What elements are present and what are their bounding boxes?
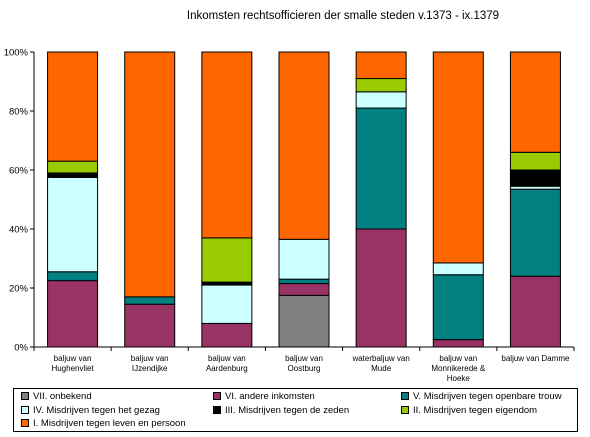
bar-segment	[201, 51, 253, 239]
bar-segment	[355, 78, 407, 93]
legend-swatch	[213, 405, 221, 414]
bar-segment	[278, 278, 330, 285]
legend-label: I. Misdrijven tegen leven en persoon	[33, 418, 186, 429]
x-tick-label: baljuw van	[208, 354, 246, 363]
y-tick-label: 0%	[14, 343, 28, 354]
y-tick-label: 20%	[9, 284, 29, 295]
bar-segment	[47, 160, 99, 174]
legend-swatch	[21, 419, 29, 427]
legend-swatch	[21, 405, 29, 414]
legend-swatch	[213, 392, 221, 400]
bar-segment	[201, 284, 253, 324]
legend-label: IV. Misdrijven tegen het gezag	[33, 404, 160, 416]
y-tick-label: 40%	[9, 225, 29, 236]
x-tick-label: Mude	[371, 364, 392, 373]
legend-label: VI. andere inkomsten	[225, 391, 315, 402]
x-tick-label: Monnikerede &	[431, 364, 485, 373]
x-tick-label: baljuw van	[285, 354, 323, 363]
bar-segment	[509, 151, 561, 171]
bar-segment	[509, 169, 561, 187]
x-tick-label: Oostburg	[288, 364, 321, 373]
bar-segment	[432, 274, 484, 341]
bar-segment	[432, 262, 484, 276]
legend-label: II. Misdrijven tegen eigendom	[413, 404, 538, 416]
x-tick-label: Aardenburg	[206, 364, 248, 373]
x-tick-label: baljuw van	[54, 354, 92, 363]
bar-segment	[278, 283, 330, 296]
bar-segment	[278, 238, 330, 280]
y-tick-label: 100%	[4, 48, 29, 59]
x-tick-label: waterbaljuw van	[351, 354, 409, 363]
bar-segment	[355, 91, 407, 109]
chart-title: Inkomsten rechtsofficieren der smalle st…	[186, 10, 500, 22]
bar-segment	[509, 188, 561, 277]
bar-segment	[355, 51, 407, 80]
legend-label: VII. onbekend	[33, 391, 92, 402]
legend-swatch	[401, 392, 409, 400]
y-tick-label: 80%	[9, 107, 29, 118]
bar-segment	[47, 176, 99, 273]
x-tick-label: IJzendijke	[132, 364, 168, 373]
chart-legend: VII. onbekend VI. andere inkomsten V. Misd…	[13, 388, 578, 432]
bar-segment	[509, 275, 561, 348]
bar-segment	[278, 294, 330, 348]
bar-segment	[47, 172, 99, 178]
legend-swatch	[21, 392, 29, 400]
bar-segment	[432, 339, 484, 348]
bar-segment	[201, 237, 253, 283]
bar-segment	[278, 51, 330, 240]
bar-segment	[47, 280, 99, 348]
bar-segment	[509, 51, 561, 153]
bar-segment	[124, 296, 176, 305]
x-tick-label: Hughenvliet	[51, 364, 94, 373]
x-tick-label: baljuw van Damme	[501, 354, 570, 363]
legend-swatch	[401, 405, 409, 414]
bar-segment	[124, 303, 176, 348]
x-tick-label: Hoeke	[447, 374, 471, 383]
bar-segment	[432, 51, 484, 264]
bar-segment	[355, 228, 407, 348]
bar-segment	[355, 107, 407, 230]
y-tick-label: 60%	[9, 166, 29, 177]
bar-segment	[201, 322, 253, 348]
x-tick-label: baljuw van	[131, 354, 169, 363]
legend-label: III. Misdrijven tegen de zeden	[225, 404, 350, 416]
x-tick-label: baljuw van	[439, 354, 477, 363]
bar-segment	[47, 51, 99, 162]
legend-label: V. Misdrijven tegen openbare trouw	[413, 391, 562, 402]
bar-segment	[124, 51, 176, 298]
bar-segment	[47, 271, 99, 282]
